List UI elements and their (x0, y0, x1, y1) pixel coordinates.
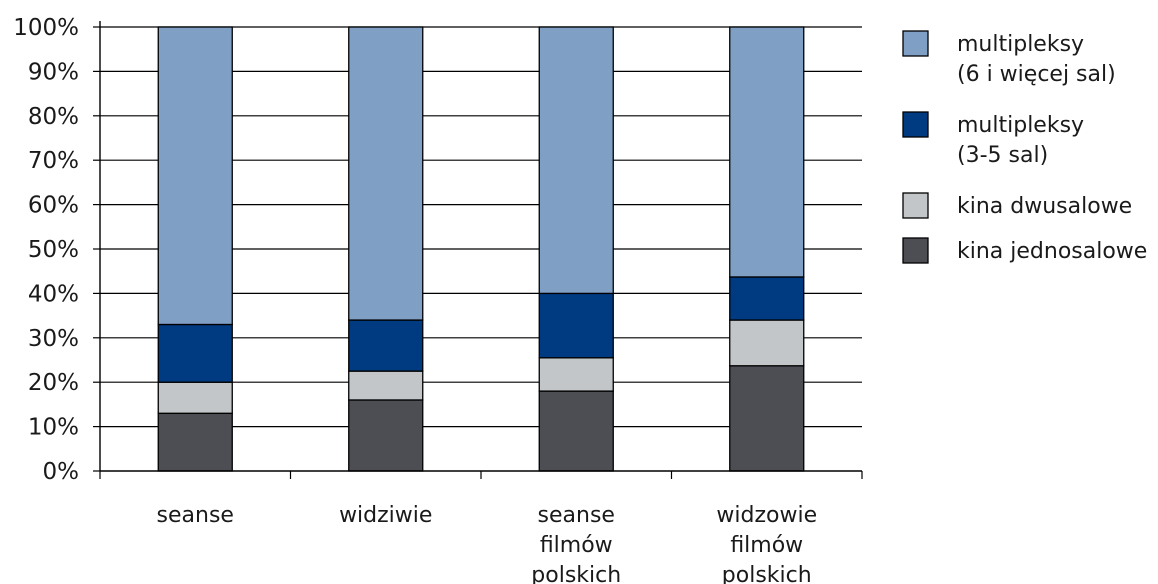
axes (93, 21, 863, 479)
bar-segment (348, 319, 424, 372)
bar-segment (729, 276, 805, 321)
y-tick-label: 20% (28, 370, 79, 396)
y-tick-label: 30% (28, 326, 79, 352)
x-category-label: widzowie (716, 503, 817, 528)
legend-label: (3-5 sal) (957, 143, 1048, 168)
y-tick-label: 40% (28, 281, 79, 307)
bar-segment (538, 357, 614, 392)
legend-label: (6 i więcej sal) (957, 62, 1116, 87)
legend-swatch (902, 30, 929, 57)
y-tick-label: 100% (13, 15, 79, 41)
legend-label: kina jednosalowe (957, 239, 1147, 264)
y-tick-label: 0% (43, 459, 80, 485)
x-category-label: filmów (730, 533, 803, 558)
x-category-label: polskich (531, 563, 621, 584)
bar-segment (729, 365, 805, 472)
y-tick-label: 10% (28, 415, 79, 441)
legend: multipleksy (6 i więcej sal) multipleksy (3… (902, 30, 1147, 264)
x-category-label: filmów (540, 533, 613, 558)
y-tick-label: 70% (28, 148, 79, 174)
bar-segment (348, 370, 424, 401)
bar-segment (729, 319, 805, 367)
x-category-label: seanse (538, 503, 615, 528)
bar-segment (157, 412, 233, 472)
y-tick-label: 90% (28, 59, 79, 85)
bar-segment (538, 292, 614, 359)
bar-segment (348, 399, 424, 472)
x-category-label: widziwie (339, 503, 432, 528)
bars (157, 26, 805, 472)
legend-label: kina dwusalowe (957, 194, 1132, 219)
legend-swatch (902, 237, 929, 264)
bar-segment (157, 381, 233, 414)
y-tick-label: 50% (28, 237, 79, 263)
x-category-label: seanse (157, 503, 234, 528)
legend-label: multipleksy (957, 32, 1084, 57)
bar-segment (348, 26, 424, 321)
legend-swatch (902, 192, 929, 219)
bar-segment (538, 390, 614, 472)
y-tick-labels: 0% 10% 20% 30% 40% 50% 60% 70% 80% 90% 100% (13, 15, 79, 485)
bar-segment (157, 26, 233, 326)
legend-swatch (902, 111, 929, 138)
y-tick-label: 60% (28, 193, 79, 219)
bar-segment (157, 323, 233, 383)
x-category-labels: seanse widziwie seanse filmów polskich widzow… (157, 503, 818, 584)
bar-segment (729, 26, 805, 278)
legend-label: multipleksy (957, 113, 1084, 138)
x-category-label: polskich (722, 563, 812, 584)
bar-segment (538, 26, 614, 295)
y-tick-label: 80% (28, 104, 79, 130)
